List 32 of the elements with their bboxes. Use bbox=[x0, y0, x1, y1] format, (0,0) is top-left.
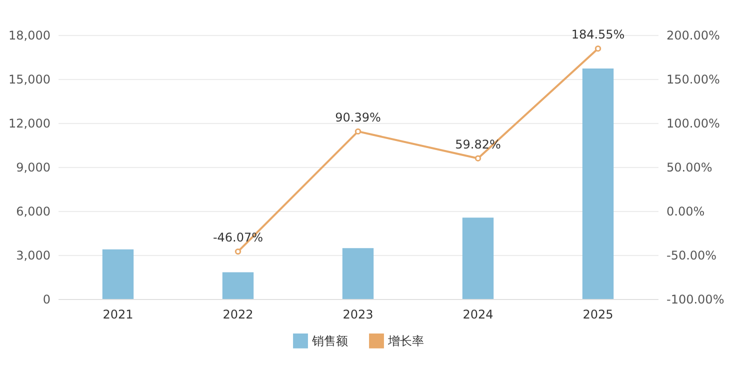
bar bbox=[102, 249, 134, 299]
bar bbox=[582, 68, 614, 299]
bar bbox=[462, 218, 494, 299]
y2-tick-label: 200.00% bbox=[666, 28, 720, 42]
point bbox=[354, 128, 362, 135]
x-tick-label: 2025 bbox=[582, 308, 614, 322]
y-tick-label: 18,000 bbox=[8, 28, 50, 42]
y2-tick-label: 50.00% bbox=[666, 160, 712, 174]
bar bbox=[342, 248, 374, 299]
x-tick-label: 2023 bbox=[342, 308, 374, 322]
legend-label: 销售额 bbox=[311, 334, 348, 348]
x-tick-label: 2022 bbox=[222, 308, 254, 322]
y-tick-label: 0 bbox=[42, 292, 50, 306]
legend-label: 增长率 bbox=[387, 334, 424, 348]
y2-tick-label: 0.00% bbox=[666, 204, 705, 218]
y2-tick-label: 150.00% bbox=[666, 72, 720, 86]
x-tick-label: 2021 bbox=[102, 308, 134, 322]
y-tick-label: 6,000 bbox=[16, 204, 50, 218]
data-label: 90.39% bbox=[335, 110, 381, 124]
y2-tick-label: -50.00% bbox=[666, 248, 717, 262]
y-tick-label: 3,000 bbox=[16, 248, 50, 262]
y-tick-label: 9,000 bbox=[16, 160, 50, 174]
point bbox=[594, 46, 602, 52]
y2-tick-label: 100.00% bbox=[666, 116, 720, 130]
y-tick-label: 15,000 bbox=[8, 72, 50, 86]
y-tick-label: 12,000 bbox=[8, 116, 50, 130]
bar bbox=[222, 272, 254, 299]
y2-tick-label: -100.00% bbox=[666, 292, 724, 306]
point bbox=[234, 248, 242, 255]
x-tick-label: 2024 bbox=[462, 308, 494, 322]
point bbox=[474, 155, 482, 162]
data-label: 184.55% bbox=[571, 28, 625, 42]
